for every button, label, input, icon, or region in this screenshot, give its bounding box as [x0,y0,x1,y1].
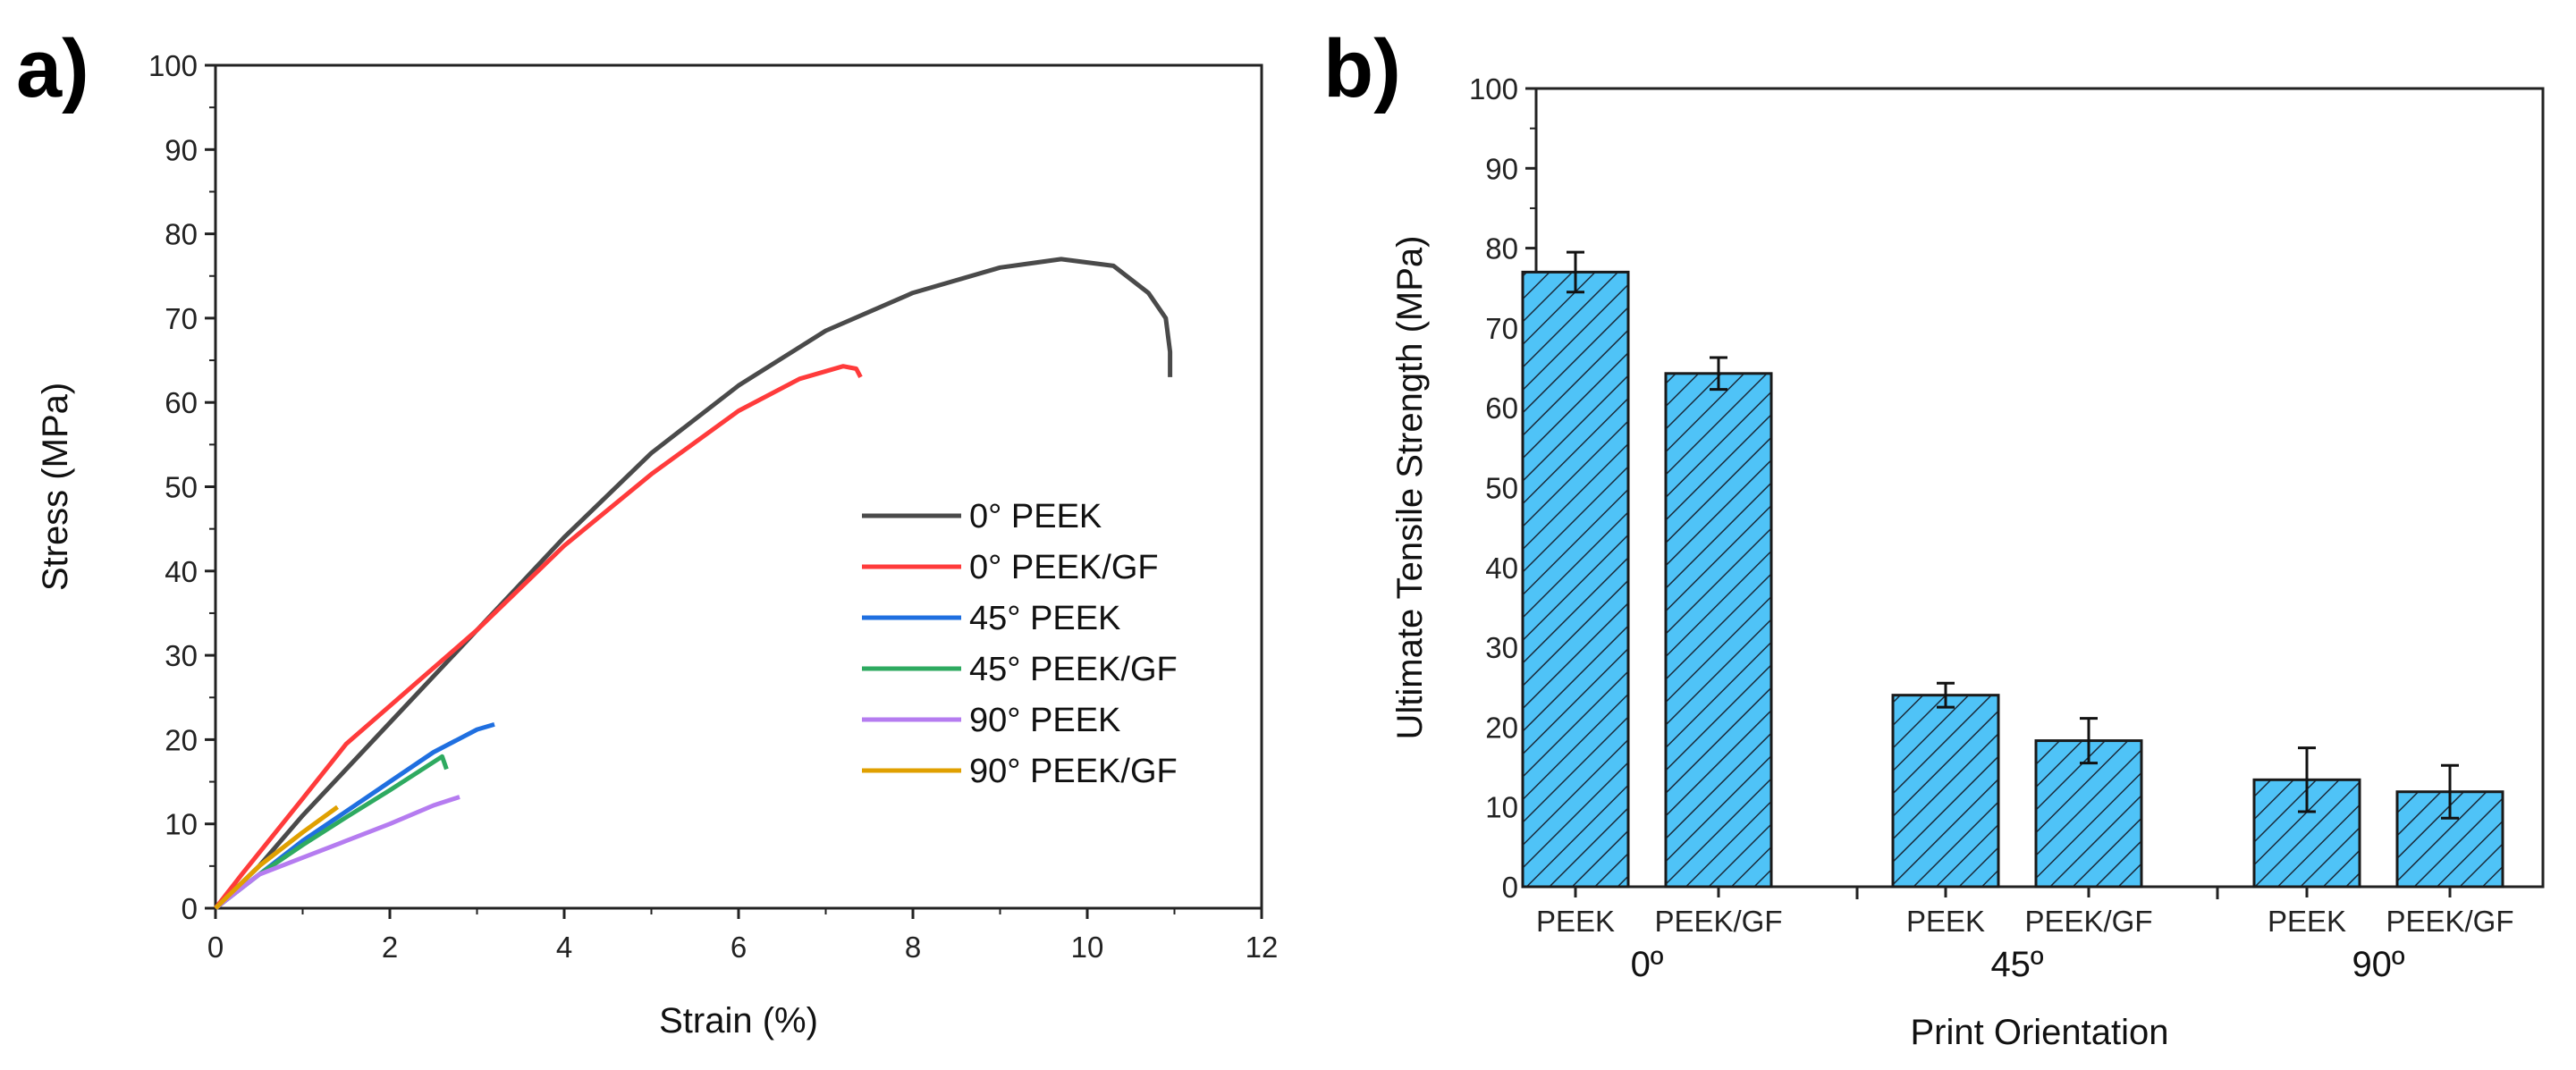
legend-label: 45° PEEK/GF [969,651,1178,688]
y-tick-label: 10 [1485,791,1518,824]
group-label: 90º [2352,945,2404,984]
y-tick-label: 90 [165,133,198,166]
group-label: 0º [1631,945,1664,984]
y-tick-label: 30 [165,639,198,672]
x-tick-label: 4 [556,931,572,964]
x-tick-label: 12 [1246,931,1279,964]
bar-category-label: PEEK [1906,905,1985,938]
series-line [214,805,339,910]
bar-category-label: PEEK [2268,905,2346,938]
x-axis-title: Print Orientation [1910,1013,2168,1052]
series-line [214,257,1173,910]
y-tick-label: 100 [1469,72,1518,105]
legend-label: 90° PEEK [969,702,1120,739]
bar [1664,372,1773,889]
stress-strain-chart: 0 10 20 30 40 50 60 70 80 90 100 0 2 4 6 8 10 12 Strain (%… [36,49,1278,1041]
y-tick-label: 70 [165,302,198,335]
y-tick-label: 60 [1485,392,1518,425]
y-tick-label: 70 [1485,312,1518,345]
bar-category-label: PEEK/GF [1654,905,1782,938]
series-line [214,722,495,910]
x-tick-label: 6 [731,931,747,964]
y-tick-label: 80 [165,218,198,251]
bar [1891,694,2000,889]
y-tick-label: 90 [1485,152,1518,185]
bar [1521,270,1630,889]
y-tick-label: 0 [182,892,198,925]
series-line [214,795,460,910]
y-tick-label: 40 [165,555,198,588]
y-tick-label: 40 [1485,552,1518,585]
y-tick-label: 20 [1485,711,1518,744]
legend-label: 90° PEEK/GF [969,753,1178,790]
legend-label: 0° PEEK [969,498,1102,535]
series-line [214,364,863,910]
y-tick-label: 80 [1485,232,1518,265]
x-tick-label: 2 [382,931,398,964]
bar-category-label: PEEK [1536,905,1615,938]
y-tick-label: 0 [1502,871,1518,904]
y-tick-label: 30 [1485,631,1518,664]
panel-label-a: a) [16,23,89,114]
y-tick-label: 60 [165,386,198,419]
x-tick-label: 10 [1071,931,1104,964]
y-tick-label: 50 [165,471,198,504]
y-tick-label: 100 [148,49,198,82]
uts-bar-chart: 0 10 20 30 40 50 60 70 80 90 100 PEEK PEEK/GF 0º PEEK P… [1390,72,2545,1052]
group-label: 45º [1990,945,2043,984]
x-axis-title: Strain (%) [659,1001,818,1041]
x-tick-label: 8 [905,931,921,964]
legend-label: 45° PEEK [969,600,1120,637]
bar-category-label: PEEK/GF [2024,905,2152,938]
y-axis-title: Stress (MPa) [36,383,75,591]
x-tick-label: 0 [207,931,224,964]
panel-label-b: b) [1323,23,1401,114]
legend-label: 0° PEEK/GF [969,549,1159,586]
y-tick-label: 20 [165,723,198,756]
series-line [214,754,449,910]
y-axis-title: Ultimate Tensile Strength (MPa) [1390,236,1430,740]
y-tick-label: 10 [165,808,198,841]
bar-category-label: PEEK/GF [2386,905,2513,938]
y-tick-label: 50 [1485,472,1518,505]
